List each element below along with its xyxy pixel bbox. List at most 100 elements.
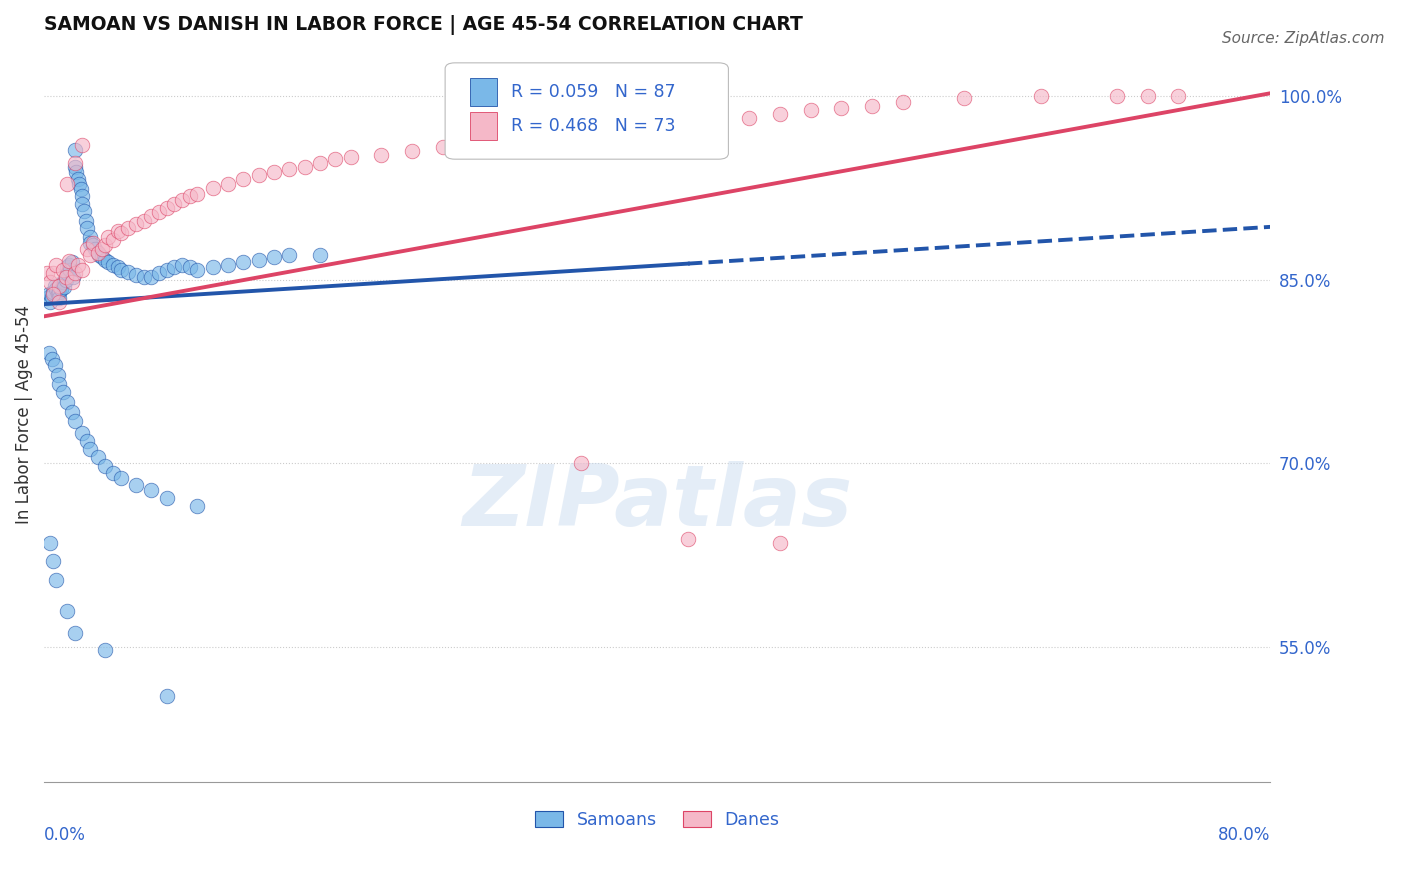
- Point: [309, 156, 332, 170]
- Point: [1029, 88, 1052, 103]
- Point: [42, 554, 65, 568]
- Point: [56, 603, 79, 617]
- Point: [201, 260, 224, 275]
- Point: [63, 625, 86, 640]
- Point: [59, 262, 82, 277]
- Point: [156, 202, 179, 216]
- Point: [60, 405, 83, 419]
- Point: [76, 242, 98, 256]
- Point: [101, 233, 124, 247]
- Point: [44, 278, 66, 293]
- Text: ZIPatlas: ZIPatlas: [463, 461, 852, 544]
- Point: [56, 260, 79, 275]
- Point: [860, 98, 883, 112]
- Point: [51, 262, 73, 277]
- Point: [325, 153, 347, 167]
- Point: [953, 91, 976, 105]
- Point: [46, 368, 69, 383]
- Point: [51, 385, 73, 400]
- Point: [66, 258, 89, 272]
- Point: [72, 137, 94, 152]
- Point: [41, 352, 63, 367]
- Point: [79, 229, 101, 244]
- Point: [170, 258, 193, 272]
- Point: [48, 291, 70, 305]
- Point: [45, 258, 67, 272]
- Point: [41, 290, 63, 304]
- Point: [79, 442, 101, 456]
- Point: [63, 413, 86, 427]
- FancyBboxPatch shape: [446, 62, 728, 159]
- Point: [141, 209, 163, 223]
- Point: [401, 144, 423, 158]
- Point: [294, 160, 316, 174]
- Point: [110, 262, 132, 277]
- Point: [87, 245, 110, 260]
- Point: [141, 270, 163, 285]
- Point: [63, 156, 86, 170]
- Point: [56, 395, 79, 409]
- Point: [186, 500, 208, 514]
- Point: [125, 268, 148, 282]
- Point: [107, 223, 129, 237]
- Point: [46, 287, 69, 301]
- Point: [48, 294, 70, 309]
- Point: [56, 267, 79, 281]
- Point: [75, 213, 97, 227]
- Point: [60, 255, 83, 269]
- FancyBboxPatch shape: [470, 78, 496, 105]
- Point: [55, 270, 77, 285]
- Point: [79, 248, 101, 262]
- Text: Source: ZipAtlas.com: Source: ZipAtlas.com: [1222, 31, 1385, 46]
- Point: [125, 218, 148, 232]
- Point: [247, 252, 270, 267]
- Point: [163, 196, 186, 211]
- Point: [585, 126, 607, 140]
- Point: [65, 164, 87, 178]
- Text: 80.0%: 80.0%: [1218, 826, 1271, 844]
- Point: [232, 172, 254, 186]
- Point: [117, 265, 139, 279]
- Point: [42, 267, 65, 281]
- Point: [201, 180, 224, 194]
- Point: [891, 95, 914, 109]
- Point: [132, 270, 155, 285]
- Point: [56, 177, 79, 191]
- Point: [101, 467, 124, 481]
- Point: [616, 123, 638, 137]
- Point: [42, 285, 65, 299]
- Point: [1136, 88, 1159, 103]
- Point: [339, 150, 361, 164]
- Point: [830, 101, 852, 115]
- Point: [76, 434, 98, 449]
- Point: [87, 450, 110, 465]
- Point: [94, 238, 117, 252]
- Point: [247, 169, 270, 183]
- Point: [91, 242, 114, 256]
- Point: [1167, 88, 1189, 103]
- Point: [48, 278, 70, 293]
- Point: [554, 128, 576, 142]
- Point: [97, 229, 120, 244]
- Point: [569, 457, 592, 471]
- Point: [156, 491, 179, 505]
- Point: [82, 235, 104, 250]
- Point: [163, 260, 186, 275]
- Point: [39, 294, 62, 309]
- Point: [769, 107, 792, 121]
- Point: [72, 196, 94, 211]
- FancyBboxPatch shape: [470, 112, 496, 140]
- Point: [132, 213, 155, 227]
- Point: [44, 359, 66, 373]
- Point: [769, 536, 792, 550]
- Point: [39, 536, 62, 550]
- Point: [72, 425, 94, 440]
- Point: [38, 346, 60, 360]
- Point: [179, 189, 201, 203]
- Point: [66, 172, 89, 186]
- Point: [76, 221, 98, 235]
- Point: [492, 136, 515, 150]
- Point: [51, 275, 73, 289]
- Point: [83, 242, 105, 256]
- Point: [432, 140, 454, 154]
